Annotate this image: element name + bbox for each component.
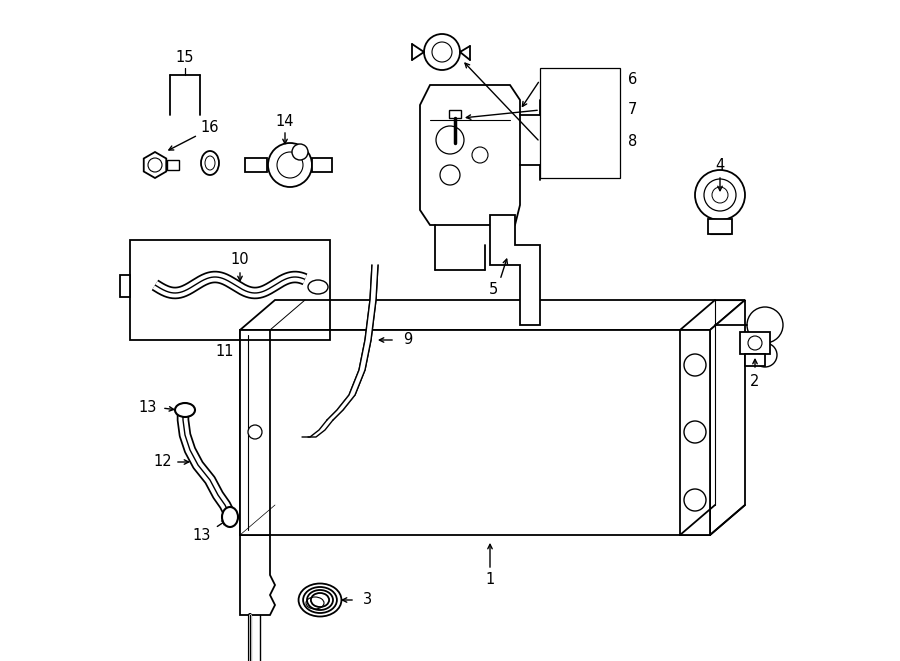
Text: 5: 5 — [489, 282, 498, 297]
Bar — [130, 240, 330, 340]
Text: 13: 13 — [139, 401, 158, 416]
Circle shape — [684, 489, 706, 511]
Text: 13: 13 — [193, 527, 212, 543]
Bar — [540, 68, 620, 178]
Circle shape — [424, 34, 460, 70]
Text: 4: 4 — [716, 157, 724, 173]
Bar — [120, 275, 130, 297]
Text: 9: 9 — [403, 332, 412, 348]
Bar — [167, 160, 179, 170]
Circle shape — [292, 144, 308, 160]
Ellipse shape — [201, 151, 219, 175]
Circle shape — [248, 425, 262, 439]
Circle shape — [695, 170, 745, 220]
Text: 16: 16 — [201, 120, 220, 136]
Bar — [240, 330, 270, 535]
Polygon shape — [240, 535, 275, 615]
Circle shape — [684, 421, 706, 443]
Text: 14: 14 — [275, 114, 294, 130]
Ellipse shape — [308, 280, 328, 294]
Text: 11: 11 — [216, 344, 234, 360]
Bar — [745, 354, 765, 366]
Bar — [740, 332, 770, 354]
Circle shape — [747, 307, 783, 343]
Text: 8: 8 — [628, 134, 637, 149]
Text: 7: 7 — [628, 102, 637, 118]
Bar — [449, 110, 461, 118]
Polygon shape — [420, 85, 520, 225]
Ellipse shape — [175, 403, 195, 417]
Bar — [245, 158, 267, 172]
Text: 2: 2 — [751, 375, 760, 389]
Text: 6: 6 — [628, 73, 637, 87]
Ellipse shape — [299, 584, 341, 617]
Bar — [312, 158, 332, 172]
Bar — [240, 330, 710, 535]
Text: 10: 10 — [230, 253, 249, 268]
Circle shape — [684, 354, 706, 376]
Bar — [680, 330, 710, 535]
Bar — [708, 219, 732, 234]
Circle shape — [753, 343, 777, 367]
Polygon shape — [240, 300, 745, 330]
Text: 3: 3 — [364, 592, 373, 607]
Polygon shape — [490, 215, 540, 325]
Ellipse shape — [222, 507, 238, 527]
Text: 1: 1 — [485, 572, 495, 588]
Polygon shape — [710, 300, 745, 535]
Circle shape — [268, 143, 312, 187]
Text: 12: 12 — [154, 455, 172, 469]
Text: 15: 15 — [176, 50, 194, 65]
Polygon shape — [144, 152, 166, 178]
